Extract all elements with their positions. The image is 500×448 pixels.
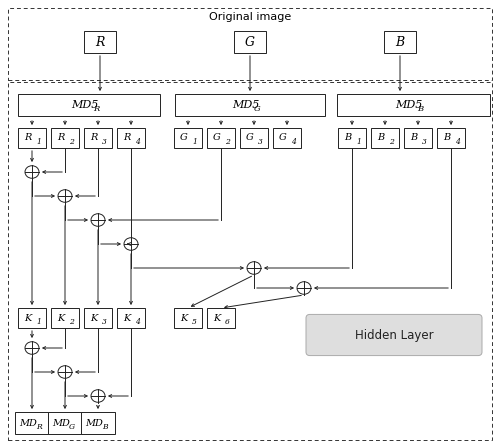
Text: 6: 6 [225, 318, 230, 326]
Text: 3: 3 [102, 138, 107, 146]
Text: 4: 4 [291, 138, 296, 146]
Bar [84, 31, 116, 53]
Text: R: R [24, 134, 32, 142]
Bar [175, 94, 325, 116]
Bar [240, 128, 268, 148]
Text: 3: 3 [258, 138, 263, 146]
Bar [48, 412, 82, 434]
Text: MD: MD [85, 418, 103, 427]
Text: B: B [444, 134, 450, 142]
Text: B: B [344, 134, 352, 142]
Text: 1: 1 [36, 318, 41, 326]
Bar [84, 308, 112, 328]
Text: 4: 4 [135, 318, 140, 326]
Text: 3: 3 [102, 318, 107, 326]
Text: G: G [279, 134, 287, 142]
Bar [207, 128, 235, 148]
Bar [8, 82, 492, 440]
Bar [117, 308, 145, 328]
Bar [174, 308, 202, 328]
Text: R: R [124, 134, 130, 142]
Text: R: R [96, 35, 104, 48]
Bar [81, 412, 115, 434]
Text: MD: MD [19, 418, 37, 427]
Text: R: R [93, 104, 99, 112]
Text: 2: 2 [69, 138, 74, 146]
Text: G: G [213, 134, 221, 142]
Text: 1: 1 [36, 138, 41, 146]
Bar [371, 128, 399, 148]
Text: 2: 2 [69, 318, 74, 326]
Text: 2: 2 [225, 138, 230, 146]
Text: MD5: MD5 [396, 100, 422, 110]
Text: 4: 4 [455, 138, 460, 146]
Bar [18, 94, 160, 116]
Text: B: B [410, 134, 418, 142]
Text: K: K [124, 314, 130, 323]
Bar [338, 128, 366, 148]
Bar [337, 94, 490, 116]
Text: MD5: MD5 [232, 100, 260, 110]
Text: B: B [102, 422, 108, 431]
Text: B: B [417, 104, 423, 112]
Text: B: B [396, 35, 404, 48]
Bar [51, 308, 79, 328]
Bar [384, 31, 416, 53]
Bar [51, 128, 79, 148]
Text: G: G [254, 104, 261, 112]
Text: MD5: MD5 [72, 100, 99, 110]
Text: K: K [180, 314, 188, 323]
Bar [234, 31, 266, 53]
Text: 1: 1 [192, 138, 197, 146]
Text: K: K [214, 314, 220, 323]
Bar [15, 412, 49, 434]
Text: R: R [36, 422, 42, 431]
Text: 3: 3 [422, 138, 427, 146]
Text: B: B [378, 134, 384, 142]
Text: 5: 5 [192, 318, 197, 326]
Bar [404, 128, 432, 148]
Text: K: K [24, 314, 32, 323]
Bar [437, 128, 465, 148]
Text: 4: 4 [135, 138, 140, 146]
Bar [8, 8, 492, 80]
Bar [273, 128, 301, 148]
Text: Original image: Original image [209, 12, 291, 22]
Bar [117, 128, 145, 148]
Bar [84, 128, 112, 148]
Text: R: R [58, 134, 64, 142]
Text: G: G [245, 35, 255, 48]
Bar [207, 308, 235, 328]
Text: 1: 1 [356, 138, 361, 146]
Text: R: R [90, 134, 98, 142]
Bar [18, 308, 46, 328]
Text: K: K [90, 314, 98, 323]
Text: G: G [246, 134, 254, 142]
Text: Hidden Layer: Hidden Layer [354, 328, 434, 341]
FancyBboxPatch shape [306, 314, 482, 356]
Text: G: G [180, 134, 188, 142]
Text: 2: 2 [389, 138, 394, 146]
Bar [18, 128, 46, 148]
Text: K: K [58, 314, 64, 323]
Bar [174, 128, 202, 148]
Text: G: G [69, 422, 75, 431]
Text: MD: MD [52, 418, 70, 427]
